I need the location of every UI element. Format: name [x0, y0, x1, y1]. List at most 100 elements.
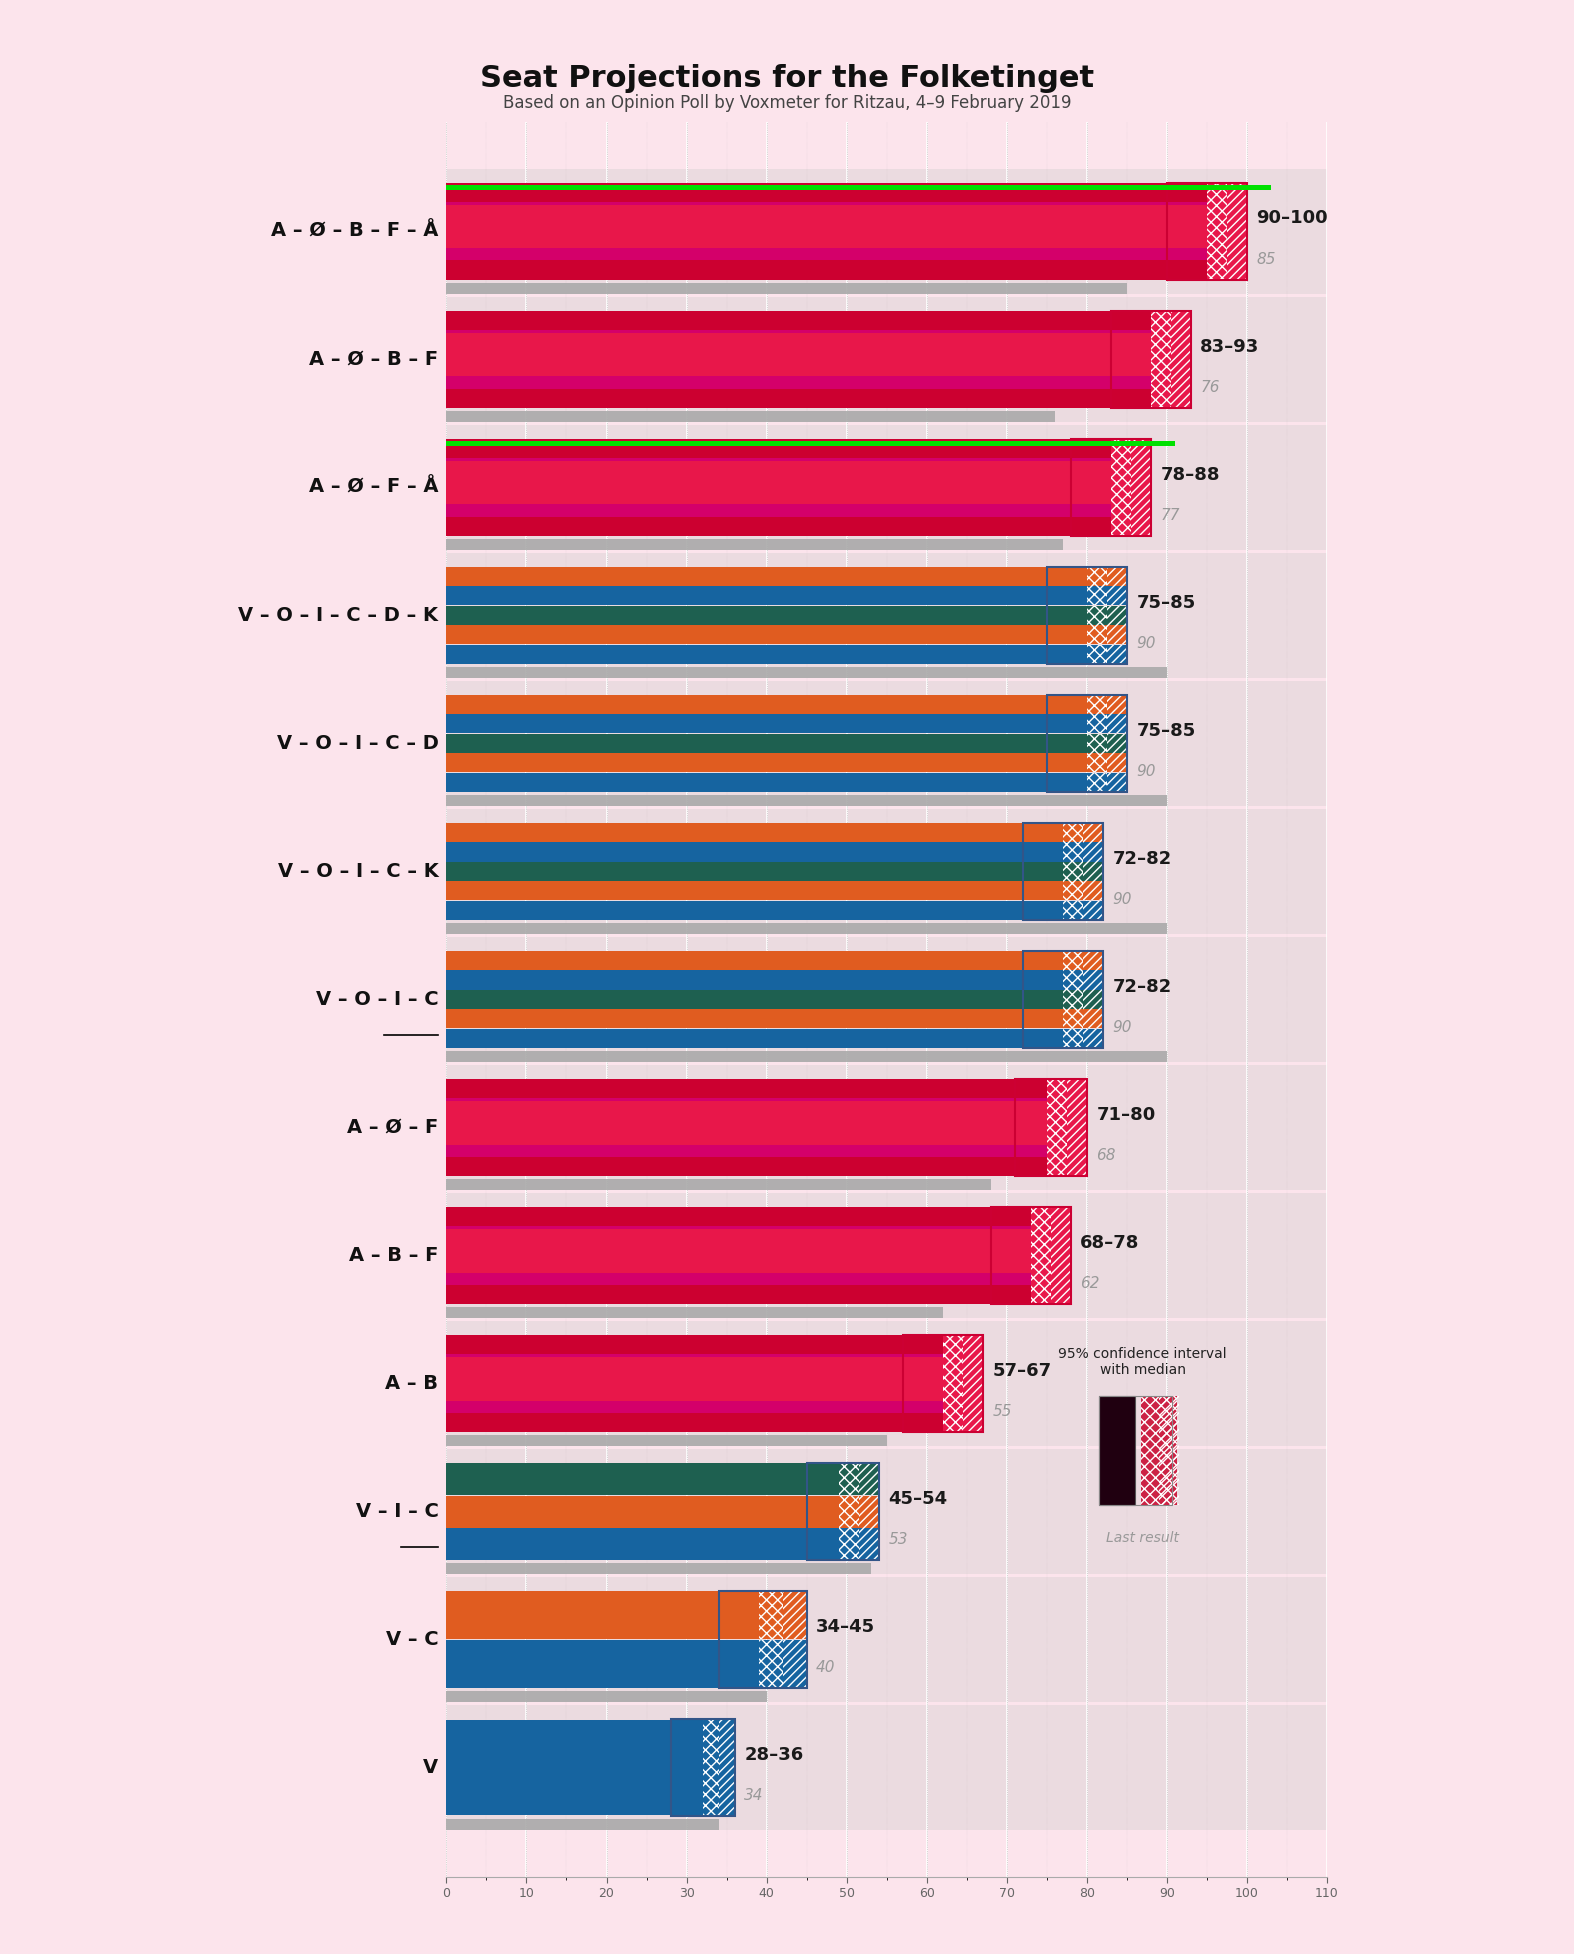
- Bar: [1171, 311, 1190, 408]
- Bar: [719, 1591, 806, 1688]
- Bar: [1083, 862, 1103, 881]
- Text: Based on an Opinion Poll by Voxmeter for Ritzau, 4–9 February 2019: Based on an Opinion Poll by Voxmeter for…: [502, 94, 1072, 111]
- Bar: [447, 201, 1207, 260]
- Bar: [447, 1178, 990, 1190]
- Bar: [1031, 1208, 1051, 1303]
- Bar: [447, 457, 1111, 516]
- Bar: [1070, 440, 1151, 535]
- Bar: [447, 666, 1166, 678]
- Bar: [447, 1434, 886, 1446]
- Text: 34: 34: [745, 1788, 763, 1804]
- Bar: [447, 971, 1062, 989]
- Bar: [1047, 696, 1127, 791]
- Bar: [1099, 1397, 1135, 1505]
- Bar: [1062, 1030, 1083, 1047]
- Bar: [447, 1051, 1166, 1061]
- Bar: [902, 1335, 982, 1432]
- Bar: [1083, 1030, 1103, 1047]
- Bar: [447, 410, 1055, 422]
- Bar: [1086, 696, 1107, 713]
- Bar: [447, 991, 1062, 1008]
- Bar: [839, 1464, 858, 1495]
- Bar: [943, 1335, 963, 1432]
- Bar: [839, 1528, 858, 1559]
- Bar: [447, 1591, 759, 1639]
- Bar: [447, 182, 1207, 279]
- Bar: [1062, 952, 1083, 969]
- Bar: [447, 696, 1086, 713]
- Bar: [447, 842, 1062, 862]
- Text: 90: 90: [1136, 764, 1155, 780]
- Bar: [1107, 645, 1127, 664]
- Text: 34–45: 34–45: [817, 1618, 875, 1635]
- Bar: [719, 1720, 735, 1815]
- Bar: [1023, 952, 1103, 1047]
- Bar: [1062, 842, 1083, 862]
- Bar: [1083, 971, 1103, 989]
- Bar: [1086, 625, 1107, 645]
- Bar: [1062, 842, 1083, 862]
- Bar: [447, 205, 1207, 248]
- Bar: [447, 553, 1327, 678]
- Bar: [1107, 586, 1127, 606]
- Bar: [858, 1528, 878, 1559]
- Bar: [447, 1307, 943, 1317]
- Bar: [1083, 901, 1103, 920]
- Text: V – I – C: V – I – C: [356, 1503, 439, 1520]
- Bar: [447, 952, 1062, 969]
- Bar: [447, 1208, 1031, 1303]
- Bar: [447, 1528, 839, 1559]
- Bar: [1086, 645, 1107, 664]
- Bar: [447, 881, 1062, 901]
- Bar: [858, 1495, 878, 1528]
- Bar: [447, 1100, 1047, 1145]
- Bar: [447, 1227, 1031, 1284]
- Bar: [1130, 440, 1151, 535]
- Bar: [1086, 735, 1107, 752]
- Bar: [1083, 862, 1103, 881]
- Bar: [1107, 754, 1127, 772]
- Bar: [447, 1464, 839, 1495]
- Bar: [759, 1639, 782, 1688]
- Bar: [447, 424, 1327, 551]
- Text: 68: 68: [1096, 1149, 1116, 1163]
- Bar: [806, 1464, 878, 1559]
- Bar: [447, 1229, 1031, 1272]
- Bar: [1141, 1397, 1177, 1505]
- Bar: [1086, 567, 1107, 586]
- Text: 72–82: 72–82: [1113, 977, 1171, 997]
- Bar: [1111, 440, 1130, 535]
- Text: 76: 76: [1201, 379, 1220, 395]
- Bar: [447, 1079, 1047, 1176]
- Bar: [1067, 1079, 1086, 1176]
- Bar: [1107, 606, 1127, 625]
- Bar: [1086, 754, 1107, 772]
- Bar: [447, 606, 1086, 625]
- Bar: [447, 795, 1166, 805]
- Bar: [1031, 1208, 1051, 1303]
- Text: 77: 77: [1160, 508, 1180, 524]
- Bar: [1107, 774, 1127, 791]
- Bar: [1099, 1397, 1173, 1505]
- Bar: [782, 1639, 806, 1688]
- Bar: [1107, 774, 1127, 791]
- Bar: [1062, 971, 1083, 989]
- Bar: [1083, 1030, 1103, 1047]
- Bar: [447, 330, 1151, 389]
- Bar: [839, 1464, 858, 1495]
- Bar: [447, 1098, 1047, 1157]
- Text: 75–85: 75–85: [1136, 594, 1196, 612]
- Bar: [447, 1720, 702, 1815]
- Text: 68–78: 68–78: [1080, 1233, 1140, 1253]
- Bar: [702, 1720, 719, 1815]
- Bar: [1083, 901, 1103, 920]
- Bar: [447, 168, 1327, 293]
- Bar: [1047, 567, 1127, 664]
- Text: A – Ø – B – F – Å: A – Ø – B – F – Å: [271, 223, 439, 240]
- Bar: [1130, 440, 1151, 535]
- Text: A – B – F: A – B – F: [349, 1247, 439, 1264]
- Bar: [1086, 586, 1107, 606]
- Bar: [447, 901, 1062, 920]
- Bar: [1107, 715, 1127, 733]
- Bar: [1062, 901, 1083, 920]
